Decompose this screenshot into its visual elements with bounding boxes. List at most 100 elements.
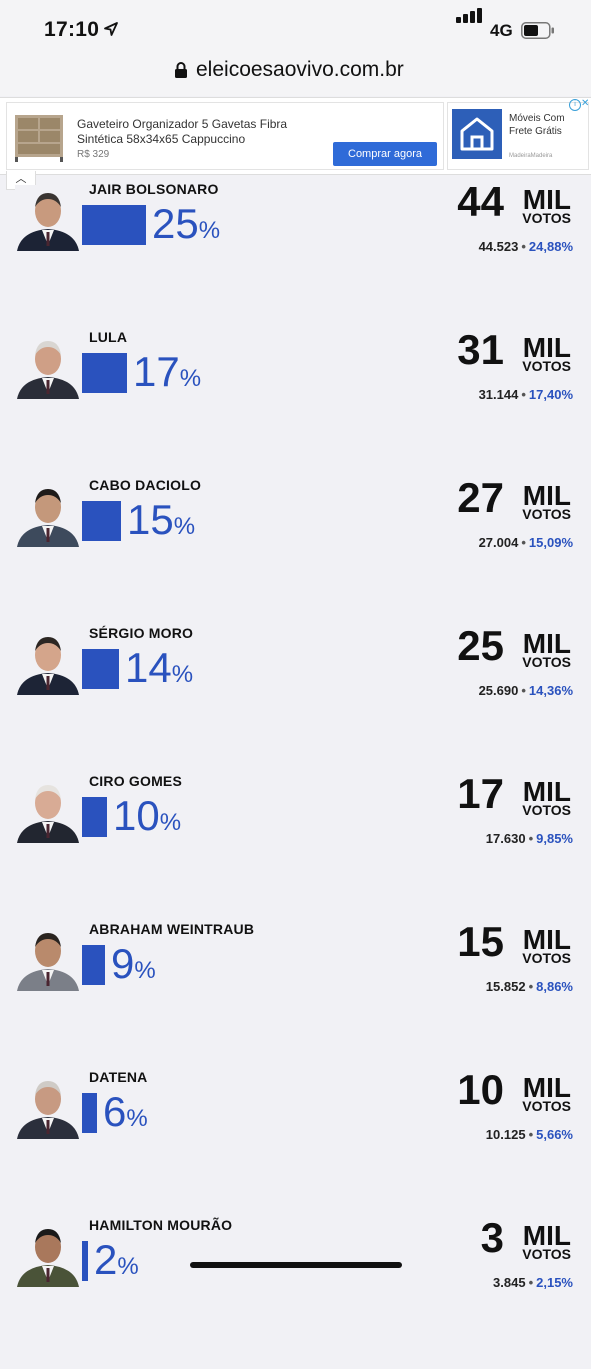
votes-label: VOTOS: [522, 654, 571, 670]
votes-mil-label: MIL: [522, 924, 571, 955]
ad-product-card[interactable]: Gaveteiro Organizador 5 Gavetas Fibra Si…: [6, 102, 444, 170]
vote-percentage: 14%: [125, 644, 193, 692]
vote-percentage-bar: [82, 353, 127, 393]
ad-price: R$ 329: [77, 149, 110, 160]
percentage-exact: 5,66%: [536, 1127, 573, 1142]
percentage-exact: 17,40%: [528, 387, 573, 402]
vote-percentage: 6%: [103, 1088, 148, 1136]
votes-summary: 17 MIL VOTOS: [371, 773, 571, 833]
vote-percentage-value: 15: [127, 496, 174, 543]
bullet-separator: •: [528, 1127, 534, 1142]
vote-percentage-value: 2: [94, 1236, 118, 1283]
home-indicator[interactable]: [190, 1262, 402, 1268]
candidate-row: DATENA 6% 10 MIL VOTOS 10.125 • 5,66%: [0, 1069, 591, 1221]
ad-slogan-line-2: Frete Grátis: [509, 126, 562, 137]
percent-sign: %: [159, 809, 182, 836]
votes-thousands: 17: [457, 770, 504, 817]
votes-label: VOTOS: [522, 506, 571, 522]
vote-percentage-bar: [82, 945, 105, 985]
votes-summary: 44 MIL VOTOS: [371, 181, 571, 241]
votes-exact: 44.523: [478, 239, 519, 254]
candidate-photo: [15, 777, 81, 843]
vote-percentage-bar: [82, 1093, 97, 1133]
percent-sign: %: [126, 1105, 148, 1132]
votes-summary: 25 MIL VOTOS: [371, 625, 571, 685]
votes-summary: 10 MIL VOTOS: [371, 1069, 571, 1129]
ad-brand-slogan: Móveis Com Frete Grátis: [509, 112, 565, 138]
candidate-name: CIRO GOMES: [89, 773, 183, 789]
percentage-exact: 2,15%: [536, 1275, 573, 1290]
ad-info-icon[interactable]: i: [569, 99, 581, 111]
ad-slogan-line-1: Móveis Com: [509, 113, 565, 124]
candidate-photo: [15, 1221, 81, 1287]
bullet-separator: •: [528, 979, 534, 994]
candidate-name: ABRAHAM WEINTRAUB: [89, 921, 255, 937]
page-url[interactable]: eleicoesaovivo.com.br: [196, 58, 404, 81]
lock-icon: [175, 62, 187, 78]
vote-percentage: 25%: [152, 200, 220, 248]
bullet-separator: •: [528, 831, 534, 846]
votes-label: VOTOS: [522, 1098, 571, 1114]
candidate-photo: [15, 629, 81, 695]
votes-exact: 17.630: [485, 831, 526, 846]
ad-brand-card[interactable]: Móveis Com Frete Grátis MadeiraMadeira: [447, 102, 589, 170]
votes-thousands: 44: [457, 178, 504, 225]
votes-summary: 31 MIL VOTOS: [371, 329, 571, 389]
votes-detail: 3.845 • 2,15%: [493, 1275, 573, 1290]
ad-title[interactable]: Gaveteiro Organizador 5 Gavetas Fibra Si…: [77, 117, 288, 146]
candidate-row: LULA 17% 31 MIL VOTOS 31.144 • 17,40%: [0, 329, 591, 481]
vote-percentage-bar: [82, 1241, 88, 1281]
percentage-exact: 24,88%: [528, 239, 573, 254]
votes-detail: 44.523 • 24,88%: [479, 239, 573, 254]
vote-percentage-value: 14: [125, 644, 172, 691]
votes-exact: 15.852: [485, 979, 526, 994]
candidate-name: CABO DACIOLO: [89, 477, 202, 493]
vote-percentage-value: 25: [152, 200, 199, 247]
votes-label: VOTOS: [522, 210, 571, 226]
bullet-separator: •: [521, 387, 526, 402]
ad-close-icon[interactable]: ✕: [581, 98, 590, 109]
drawer-cabinet-icon: [15, 115, 63, 162]
vote-percentage: 15%: [127, 496, 195, 544]
votes-mil-label: MIL: [522, 332, 571, 363]
vote-percentage: 10%: [113, 792, 181, 840]
candidate-name: LULA: [89, 329, 128, 345]
browser-address-bar[interactable]: eleicoesaovivo.com.br: [0, 50, 591, 96]
buy-now-button[interactable]: Comprar agora: [333, 142, 437, 166]
vote-percentage-value: 10: [113, 792, 160, 839]
vote-percentage: 17%: [133, 348, 201, 396]
vote-percentage-bar: [82, 205, 146, 245]
votes-thousands: 3: [480, 1214, 504, 1261]
candidate-row: ABRAHAM WEINTRAUB 9% 15 MIL VOTOS 15.852…: [0, 921, 591, 1073]
candidate-photo: [15, 925, 81, 991]
votes-label: VOTOS: [522, 358, 571, 374]
vote-percentage-value: 9: [111, 940, 135, 987]
percent-sign: %: [134, 957, 156, 984]
status-time: 17:10: [44, 18, 100, 41]
network-type: 4G: [490, 21, 513, 40]
candidate-name: DATENA: [89, 1069, 148, 1085]
candidate-row: CABO DACIOLO 15% 27 MIL VOTOS 27.004 • 15,…: [0, 477, 591, 629]
votes-mil-label: MIL: [522, 1072, 571, 1103]
percent-sign: %: [117, 1253, 139, 1280]
votes-exact: 10.125: [485, 1127, 526, 1142]
candidate-name: JAIR BOLSONARO: [89, 181, 219, 197]
votes-detail: 31.144 • 17,40%: [479, 387, 573, 402]
votes-exact: 27.004: [478, 535, 519, 550]
battery-icon: [521, 22, 554, 39]
candidate-name: SÉRGIO MORO: [89, 625, 194, 641]
votes-summary: 27 MIL VOTOS: [371, 477, 571, 537]
votes-mil-label: MIL: [522, 1220, 571, 1251]
percent-sign: %: [171, 661, 194, 688]
ad-banner[interactable]: Gaveteiro Organizador 5 Gavetas Fibra Si…: [0, 97, 591, 175]
votes-exact: 25.690: [478, 683, 519, 698]
votes-summary: 15 MIL VOTOS: [371, 921, 571, 981]
votes-thousands: 31: [457, 326, 504, 373]
ad-brand-name: MadeiraMadeira: [509, 153, 553, 159]
candidate-photo: [15, 333, 81, 399]
house-logo-icon: [452, 109, 502, 159]
percentage-exact: 8,86%: [536, 979, 573, 994]
votes-thousands: 27: [457, 474, 504, 521]
votes-exact: 31.144: [478, 387, 519, 402]
votes-summary: 3 MIL VOTOS: [371, 1217, 571, 1277]
